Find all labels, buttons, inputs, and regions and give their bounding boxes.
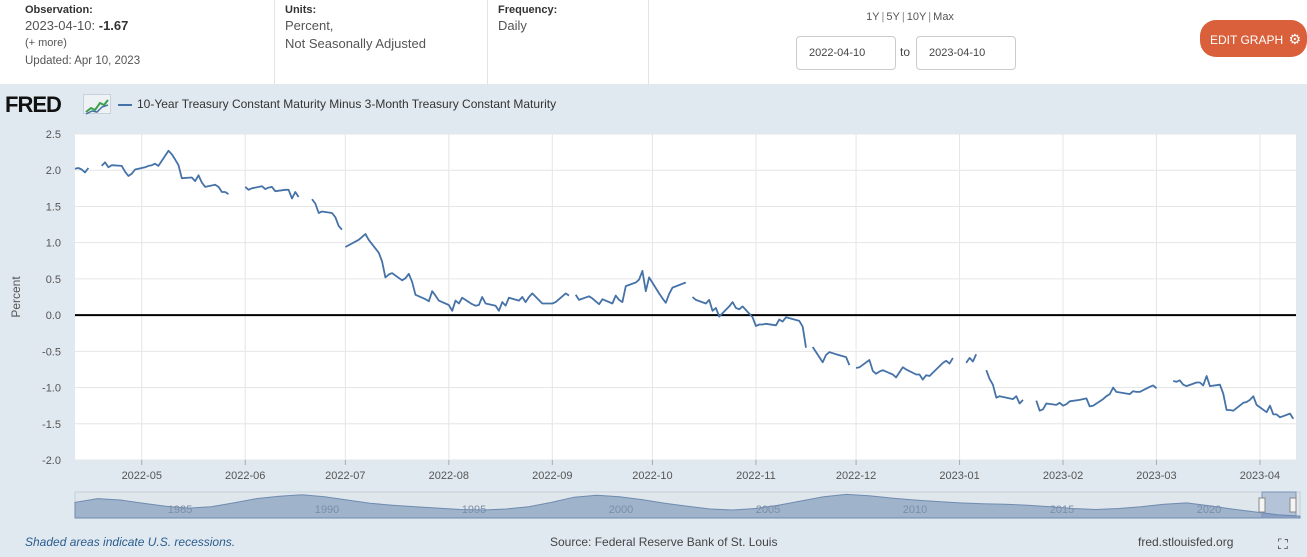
frequency-value: Daily (498, 18, 527, 33)
units-label: Units: (285, 4, 317, 16)
series-line-segment (1035, 384, 1158, 412)
x-tick-label: 2023-04 (1240, 470, 1280, 482)
range-1y[interactable]: 1Y (866, 11, 880, 23)
x-tick-label: 2022-07 (325, 470, 365, 482)
y-tick-label: 2.5 (46, 129, 61, 141)
x-tick-label: 2022-10 (632, 470, 672, 482)
series-line-segment (691, 296, 807, 348)
units-line1: Percent, (285, 18, 334, 33)
series-line-segment (855, 357, 954, 381)
y-tick-label: 0.0 (46, 310, 61, 322)
range-separator: | (928, 11, 932, 23)
navigator-year-label: 1985 (168, 504, 192, 516)
y-tick-label: 1.0 (46, 238, 61, 250)
series-line-segment (101, 149, 229, 195)
navigator-year-label: 2020 (1197, 504, 1221, 516)
y-tick-label: 0.5 (46, 274, 61, 286)
observation-panel: Observation: 2023-04-10: -1.67 (+ more) … (25, 0, 275, 84)
navigator-year-label: 2005 (756, 504, 780, 516)
units-panel: Units: Percent, Not Seasonally Adjusted (275, 0, 488, 84)
x-tick-label: 2023-03 (1136, 470, 1176, 482)
site-link[interactable]: fred.stlouisfed.org (1138, 535, 1234, 549)
range-10y[interactable]: 10Y (906, 11, 927, 23)
y-tick-label: 1.5 (46, 201, 61, 213)
series-line-segment (244, 185, 300, 200)
start-date-input[interactable]: 2022-04-10 (796, 36, 896, 70)
line-chart[interactable]: 2.5 2.0 1.5 1.0 0.5 0.0 -0.5 -1.0 -1.5 -2.0 2022-0… (0, 84, 1307, 557)
range-5y[interactable]: 5Y (886, 11, 900, 23)
fullscreen-icon[interactable]: ⛶ (1278, 536, 1288, 552)
observation-number: -1.67 (98, 18, 129, 33)
y-tick-label: -1.0 (42, 383, 61, 395)
edit-graph-button[interactable]: EDIT GRAPH ⚙ (1200, 20, 1307, 57)
observation-date: 2023-04-10: (25, 18, 96, 33)
gear-icon: ⚙ (1288, 31, 1302, 47)
x-tick-label: 2023-02 (1043, 470, 1083, 482)
x-tick-label: 2022-12 (836, 470, 876, 482)
navigator-series (74, 493, 1301, 519)
series-line-segment (574, 269, 687, 306)
navigator-year-label: 2000 (609, 504, 633, 516)
legend-swatch (118, 103, 132, 106)
y-tick-label: -1.5 (42, 419, 61, 431)
source-text: Source: Federal Reserve Bank of St. Loui… (550, 535, 778, 549)
x-tick-label: 2022-09 (532, 470, 572, 482)
legend-item[interactable]: 10-Year Treasury Constant Maturity Minus… (118, 97, 556, 111)
x-tick-label: 2022-11 (736, 470, 776, 482)
series-line-segment (344, 233, 570, 312)
more-observations-link[interactable]: (+ more) (25, 37, 67, 49)
series-line-segment (311, 198, 343, 231)
y-axis-label: Percent (9, 276, 23, 318)
y-tick-label: -0.5 (42, 346, 61, 358)
series-line-segment (1172, 375, 1295, 420)
fred-logo: FRED (5, 92, 111, 118)
frequency-panel: Frequency: Daily (488, 0, 649, 84)
navigator-handle-left[interactable] (1258, 497, 1266, 513)
x-tick-label: 2022-06 (225, 470, 265, 482)
range-selector: 1Y | 5Y | 10Y | Max (830, 11, 990, 23)
x-tick-label: 2022-08 (429, 470, 469, 482)
date-to-label: to (900, 45, 911, 59)
series-header: Observation: 2023-04-10: -1.67 (+ more) … (0, 0, 1307, 84)
range-max[interactable]: Max (933, 11, 954, 23)
x-tick-label: 2023-01 (939, 470, 979, 482)
frequency-label: Frequency: (498, 4, 558, 16)
navigator-handle-right[interactable] (1289, 497, 1297, 513)
end-date-input[interactable]: 2023-04-10 (916, 36, 1016, 70)
navigator-year-label: 1990 (315, 504, 339, 516)
x-tick-label: 2022-05 (122, 470, 162, 482)
series-line-segment (74, 167, 90, 174)
edit-graph-label: EDIT GRAPH (1210, 33, 1284, 47)
navigator-year-label: 2010 (903, 504, 927, 516)
units-line2: Not Seasonally Adjusted (285, 36, 426, 51)
series-line-segment (811, 346, 851, 366)
observation-value: 2023-04-10: -1.67 (25, 17, 274, 35)
navigator-year-label: 1995 (462, 504, 486, 516)
observation-label: Observation: (25, 4, 93, 16)
recession-note: Shaded areas indicate U.S. recessions. (25, 535, 236, 549)
plot-area (75, 134, 1296, 460)
series-line-segment (965, 353, 978, 364)
y-tick-label: 2.0 (46, 165, 61, 177)
series-title: 10-Year Treasury Constant Maturity Minus… (137, 97, 557, 111)
range-separator: | (881, 11, 885, 23)
navigator-year-label: 2015 (1050, 504, 1074, 516)
series-line-segment (985, 369, 1024, 405)
updated-date: Updated: Apr 10, 2023 (25, 55, 141, 67)
chart-trend-icon (83, 94, 111, 115)
fred-logo-text: FRED (5, 92, 62, 117)
range-separator: | (901, 11, 905, 23)
chart-panel: FRED 10-Year Treasury Constant Maturity … (0, 84, 1307, 557)
y-tick-label: -2.0 (42, 455, 61, 467)
